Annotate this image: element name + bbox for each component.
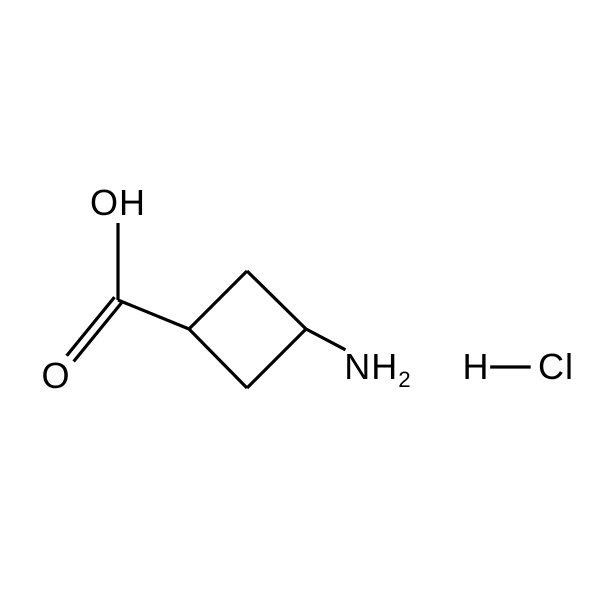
- atom-label-oh: OH: [90, 185, 146, 221]
- atom-label-cl: Cl: [538, 349, 574, 385]
- atom-label-odb: O: [41, 358, 70, 394]
- molecule-svg: [0, 0, 600, 600]
- atom-label-nh2: NH2: [344, 349, 411, 385]
- atom-label-h: H: [463, 349, 490, 385]
